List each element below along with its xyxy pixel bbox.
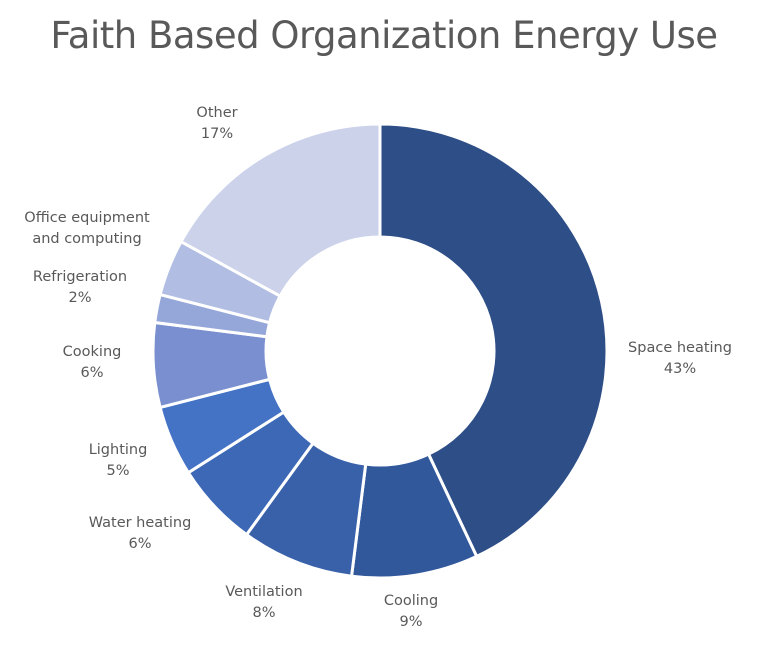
data-label: Other 17% (196, 103, 237, 145)
data-label: Cooling 9% (384, 591, 438, 633)
data-label: Cooking 6% (63, 342, 122, 384)
data-label: Space heating 43% (628, 338, 732, 380)
data-label-value: 2% (68, 290, 92, 306)
data-label-category: Office equipment and computing (24, 210, 150, 247)
data-label-category: Lighting (88, 442, 148, 458)
data-label: Water heating 6% (89, 513, 192, 555)
data-label-value: 5% (106, 463, 130, 479)
data-label-category: Ventilation (225, 584, 303, 600)
data-label-category: Refrigeration (32, 269, 128, 285)
slice-other (179, 122, 382, 299)
data-label: Lighting 5% (89, 440, 148, 482)
data-label: Ventilation 8% (225, 582, 302, 624)
data-label: Refrigeration 2% (33, 267, 127, 309)
slice-space-heating (378, 122, 609, 559)
data-label-category: Space heating (628, 340, 732, 356)
data-label-value: 6% (128, 536, 152, 552)
data-label-value: 6% (80, 365, 104, 381)
data-label-category: Water heating (88, 515, 192, 531)
chart-title: Faith Based Organization Energy Use (50, 14, 718, 57)
data-label-value: 9% (399, 614, 423, 630)
data-label-value: 8% (252, 605, 276, 621)
data-label-value: 17% (200, 126, 234, 142)
data-label-category: Cooling (383, 593, 439, 609)
data-label-value: 43% (663, 361, 697, 377)
data-label: Office equipment and computing (24, 208, 149, 250)
data-label-category: Other (196, 105, 238, 121)
data-label-category: Cooking (62, 344, 122, 360)
